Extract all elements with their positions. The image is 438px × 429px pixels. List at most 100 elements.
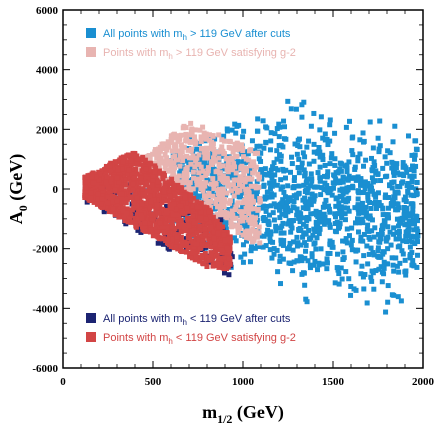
scatter-point <box>338 210 344 216</box>
scatter-point <box>414 218 420 224</box>
scatter-point <box>131 200 137 206</box>
scatter-point <box>318 192 324 198</box>
scatter-point <box>202 153 208 159</box>
scatter-point <box>147 190 153 196</box>
scatter-point <box>385 212 391 218</box>
scatter-point <box>405 190 411 196</box>
scatter-point <box>188 189 194 195</box>
scatter-point <box>336 271 342 277</box>
scatter-point <box>278 237 284 243</box>
scatter-point <box>391 225 397 231</box>
scatter-point <box>221 229 227 235</box>
scatter-point <box>178 229 184 235</box>
scatter-point <box>215 149 221 155</box>
scatter-point <box>349 148 355 154</box>
scatter-point <box>331 172 337 178</box>
scatter-point <box>276 121 282 127</box>
scatter-point <box>288 198 294 204</box>
scatter-point <box>240 145 246 151</box>
scatter-point <box>304 299 310 305</box>
x-tick-label: 0 <box>60 376 66 388</box>
scatter-point <box>327 161 333 167</box>
scatter-point <box>138 229 144 235</box>
scatter-point <box>305 185 311 191</box>
scatter-point <box>221 133 227 139</box>
scatter-point <box>299 160 305 166</box>
scatter-point <box>365 222 371 228</box>
scatter-point <box>212 221 218 227</box>
scatter-point <box>362 186 368 192</box>
scatter-point <box>168 162 174 168</box>
scatter-point <box>300 205 306 211</box>
scatter-point <box>174 176 180 182</box>
scatter-point <box>295 137 301 143</box>
scatter-point <box>238 254 244 260</box>
scatter-point <box>103 171 109 177</box>
scatter-point <box>125 159 131 165</box>
scatter-point <box>188 197 194 203</box>
scatter-point <box>196 179 202 185</box>
scatter-point <box>148 227 154 233</box>
scatter-point <box>392 123 398 129</box>
scatter-point <box>105 185 111 191</box>
scatter-point <box>387 150 393 156</box>
scatter-point <box>117 214 123 220</box>
scatter-point <box>121 173 127 179</box>
scatter-point <box>235 229 241 235</box>
scatter-point <box>260 215 266 221</box>
scatter-point <box>159 223 165 229</box>
scatter-point <box>278 177 284 183</box>
scatter-point <box>391 268 397 274</box>
scatter-point <box>252 221 258 227</box>
scatter-point <box>302 173 308 179</box>
scatter-point <box>376 266 382 272</box>
scatter-point <box>215 191 221 197</box>
scatter-point <box>339 161 345 167</box>
scatter-point <box>211 146 217 152</box>
scatter-point <box>227 139 233 145</box>
scatter-point <box>266 220 272 226</box>
scatter-point <box>191 220 197 226</box>
scatter-point <box>116 179 122 185</box>
points-layer <box>82 98 421 315</box>
scatter-point <box>268 203 274 209</box>
scatter-point <box>301 167 307 173</box>
scatter-point <box>348 175 354 181</box>
scatter-point <box>228 145 234 151</box>
scatter-point <box>296 170 302 176</box>
scatter-point <box>335 169 341 175</box>
scatter-point <box>260 118 266 124</box>
scatter-point <box>251 163 257 169</box>
scatter-point <box>321 173 327 179</box>
scatter-point <box>249 176 255 182</box>
scatter-point <box>188 136 194 142</box>
scatter-point <box>210 176 216 182</box>
scatter-point <box>199 175 205 181</box>
scatter-point <box>114 175 120 181</box>
scatter-point <box>251 190 257 196</box>
scatter-point <box>182 195 188 201</box>
scatter-point <box>130 187 136 193</box>
scatter-point <box>254 243 260 249</box>
scatter-point <box>364 300 370 306</box>
scatter-point <box>380 249 386 255</box>
scatter-point <box>214 172 220 178</box>
scatter-point <box>220 163 226 169</box>
scatter-point <box>156 170 162 176</box>
scatter-point <box>155 179 161 185</box>
scatter-point <box>108 196 114 202</box>
scatter-point <box>352 205 358 211</box>
scatter-point <box>227 198 233 204</box>
scatter-point <box>390 197 396 203</box>
scatter-point <box>193 171 199 177</box>
scatter-point <box>355 154 361 160</box>
scatter-point <box>218 253 224 259</box>
x-tick-label: 1000 <box>232 376 255 388</box>
scatter-point <box>278 281 284 287</box>
scatter-point <box>381 259 387 265</box>
scatter-point <box>311 262 317 268</box>
scatter-point <box>205 151 211 157</box>
scatter-point <box>209 139 215 145</box>
scatter-point <box>233 215 239 221</box>
